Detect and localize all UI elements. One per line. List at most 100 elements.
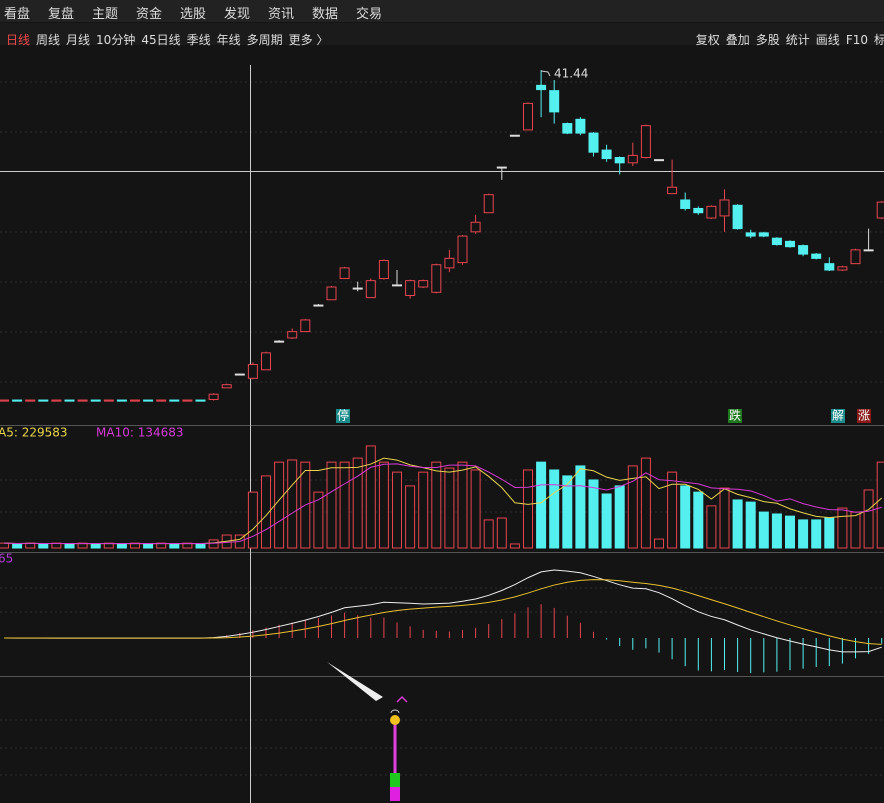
volume-bar	[706, 505, 717, 549]
volume-bar	[523, 469, 533, 549]
volume-bar	[195, 543, 206, 549]
tool-button: 叠加	[725, 33, 750, 47]
volume-bar	[457, 461, 468, 549]
candle-body	[444, 257, 455, 269]
volume-bar	[444, 467, 455, 549]
volume-bar	[352, 457, 363, 549]
signal: 涨	[858, 408, 870, 423]
tool-button: 统计	[785, 33, 810, 47]
volume-bar	[274, 461, 285, 549]
volume-bar	[549, 469, 560, 549]
high-pointer	[540, 70, 551, 77]
tool-button: 复权	[695, 33, 720, 47]
menu-item: 选股	[179, 7, 206, 22]
volume-bar	[627, 465, 638, 549]
volume-bar	[811, 519, 822, 549]
dea-line	[3, 579, 882, 645]
volume-bar	[601, 493, 612, 549]
volume-bar	[614, 485, 625, 549]
candle-body	[352, 287, 363, 290]
candle-body	[785, 240, 795, 248]
candle-body	[876, 201, 884, 219]
volume	[0, 445, 884, 549]
menu-bar: 看盘 复盘 主题 资金 选股 发现 资讯 数据 交易	[0, 0, 884, 22]
candle-body	[90, 399, 101, 402]
tool-button: F10	[845, 33, 868, 47]
candle-body	[326, 286, 337, 301]
candle-body	[798, 245, 809, 255]
candle-body	[549, 90, 560, 113]
candle-body	[706, 205, 717, 219]
candle-body	[732, 204, 743, 230]
candle-body	[562, 123, 573, 134]
volume-bar	[680, 485, 691, 549]
volume-bar	[339, 461, 350, 549]
signal-badge	[857, 409, 871, 423]
tool-button: 标	[873, 33, 884, 47]
volume-bar	[365, 445, 376, 549]
volume-bar	[509, 543, 520, 549]
volume-bar	[64, 543, 75, 549]
ma10-label: MA10: 134683	[96, 426, 184, 440]
volume-bar	[392, 471, 402, 549]
volume-bar	[588, 479, 599, 549]
menu-item: 资讯	[267, 7, 294, 22]
tool-button: 多股	[755, 33, 780, 47]
period-tab: 日线	[6, 33, 31, 47]
volume-bar	[313, 491, 324, 549]
candle-body	[693, 207, 704, 214]
signal: 跌	[729, 408, 741, 423]
candles	[0, 70, 884, 402]
volume-bar	[562, 475, 573, 549]
candle-body	[156, 399, 167, 402]
signal: 停	[337, 408, 349, 423]
volume-bar	[247, 491, 258, 549]
candle-body	[195, 399, 206, 402]
volume-bar	[169, 543, 180, 549]
volume-bar	[732, 499, 743, 549]
volume-bar	[470, 469, 481, 549]
period-tab: 年线	[216, 33, 241, 47]
period-tab: 10分钟	[96, 33, 136, 47]
candle-body	[0, 399, 9, 402]
candle-body	[300, 319, 311, 333]
toolbar: 日线 周线 月线 10分钟 45日线 季线 年线 多周期 更多 〉 复权 叠加 多股 统计 画线 F10 标	[0, 23, 884, 47]
candle-body	[247, 363, 258, 379]
volume-bar	[575, 465, 586, 549]
candle-body	[509, 134, 520, 137]
volume-ma-line	[3, 463, 882, 545]
candle-body	[339, 267, 350, 280]
candle-body	[116, 399, 127, 402]
volume-bar	[771, 513, 782, 549]
volume-bar	[326, 461, 337, 549]
signal-badge	[336, 409, 350, 423]
volume-bar	[287, 459, 298, 549]
candle-body	[431, 264, 442, 293]
candle-body	[680, 199, 691, 209]
candle-body	[758, 232, 769, 237]
candle-body	[405, 280, 416, 297]
period-tab: 季线	[186, 33, 211, 47]
menu-item: 资金	[135, 7, 162, 22]
volume-bar	[143, 543, 154, 549]
candle-body	[221, 384, 232, 389]
candle-body	[12, 399, 23, 402]
volume-bar	[12, 543, 23, 549]
volume-bar	[719, 487, 730, 549]
candle-body	[850, 249, 861, 265]
candle-body	[25, 399, 36, 402]
period-tab: 月线	[66, 33, 91, 47]
tool-button: 画线	[815, 33, 840, 47]
volume-bar	[654, 538, 664, 549]
volume-bar	[798, 519, 809, 549]
signal-badge	[728, 409, 742, 423]
candle-body	[378, 259, 389, 280]
volume-bar	[261, 475, 271, 549]
volume-bar	[837, 507, 848, 549]
period-tab: 45日线	[141, 33, 181, 47]
macd	[3, 569, 883, 674]
signal-indicator	[327, 662, 408, 801]
volume-bar	[758, 511, 769, 549]
